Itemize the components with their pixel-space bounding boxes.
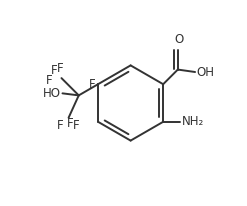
Text: F: F <box>57 119 63 132</box>
Text: F: F <box>72 119 79 132</box>
Text: HO: HO <box>43 87 61 100</box>
Text: F: F <box>57 62 64 75</box>
Text: F: F <box>46 74 53 87</box>
Text: F: F <box>67 117 74 130</box>
Text: NH₂: NH₂ <box>182 115 204 128</box>
Text: O: O <box>174 33 184 46</box>
Text: F: F <box>89 78 95 91</box>
Text: F: F <box>50 64 57 77</box>
Text: OH: OH <box>196 66 214 78</box>
